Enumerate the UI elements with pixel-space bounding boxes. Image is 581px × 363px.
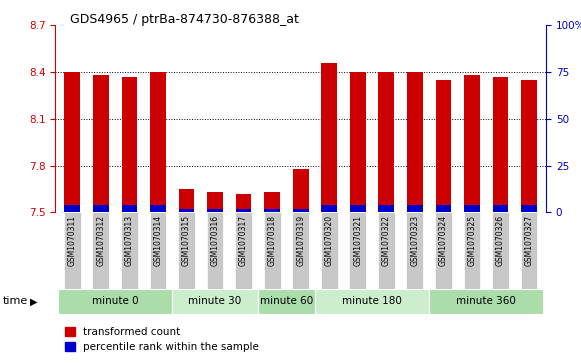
Text: time: time: [3, 296, 28, 306]
FancyBboxPatch shape: [435, 212, 452, 289]
Bar: [493, 205, 508, 212]
FancyBboxPatch shape: [264, 212, 281, 289]
FancyBboxPatch shape: [492, 212, 509, 289]
Text: GDS4965 / ptrBa-874730-876388_at: GDS4965 / ptrBa-874730-876388_at: [70, 13, 299, 26]
Bar: [436, 80, 451, 212]
FancyBboxPatch shape: [464, 212, 480, 289]
Bar: [207, 209, 223, 212]
Bar: [121, 77, 137, 212]
FancyBboxPatch shape: [407, 212, 424, 289]
FancyBboxPatch shape: [349, 212, 366, 289]
Legend: transformed count, percentile rank within the sample: transformed count, percentile rank withi…: [60, 323, 263, 356]
Bar: [521, 80, 537, 212]
FancyBboxPatch shape: [235, 212, 252, 289]
Bar: [150, 205, 166, 212]
Bar: [64, 72, 80, 212]
Bar: [521, 205, 537, 212]
Text: GSM1070318: GSM1070318: [268, 215, 277, 266]
Text: GSM1070324: GSM1070324: [439, 215, 448, 266]
Bar: [93, 75, 109, 212]
Bar: [264, 209, 280, 212]
Text: minute 30: minute 30: [188, 296, 242, 306]
Bar: [321, 63, 337, 212]
Text: GSM1070327: GSM1070327: [525, 215, 533, 266]
Bar: [207, 192, 223, 212]
Bar: [178, 189, 194, 212]
Bar: [407, 205, 423, 212]
Bar: [350, 205, 365, 212]
Text: minute 60: minute 60: [260, 296, 313, 306]
Text: GSM1070319: GSM1070319: [296, 215, 305, 266]
Text: ▶: ▶: [30, 296, 38, 306]
Bar: [429, 289, 543, 314]
Bar: [178, 209, 194, 212]
Text: GSM1070316: GSM1070316: [210, 215, 220, 266]
Bar: [436, 205, 451, 212]
Bar: [236, 209, 252, 212]
Bar: [350, 72, 365, 212]
FancyBboxPatch shape: [321, 212, 338, 289]
Bar: [150, 72, 166, 212]
Text: minute 360: minute 360: [456, 296, 516, 306]
Text: GSM1070326: GSM1070326: [496, 215, 505, 266]
Bar: [315, 289, 429, 314]
Text: GSM1070311: GSM1070311: [68, 215, 77, 266]
Bar: [64, 205, 80, 212]
FancyBboxPatch shape: [292, 212, 309, 289]
Bar: [493, 77, 508, 212]
Bar: [264, 192, 280, 212]
Text: GSM1070322: GSM1070322: [382, 215, 391, 266]
Bar: [464, 75, 480, 212]
Bar: [407, 72, 423, 212]
Text: GSM1070323: GSM1070323: [410, 215, 419, 266]
Bar: [378, 72, 394, 212]
Bar: [236, 193, 252, 212]
Text: minute 180: minute 180: [342, 296, 402, 306]
Bar: [258, 289, 315, 314]
Bar: [293, 169, 309, 212]
Text: GSM1070325: GSM1070325: [468, 215, 476, 266]
Text: GSM1070320: GSM1070320: [325, 215, 333, 266]
FancyBboxPatch shape: [121, 212, 138, 289]
Text: GSM1070312: GSM1070312: [96, 215, 105, 266]
Text: GSM1070314: GSM1070314: [153, 215, 163, 266]
FancyBboxPatch shape: [149, 212, 166, 289]
Bar: [321, 205, 337, 212]
Bar: [172, 289, 258, 314]
Text: GSM1070313: GSM1070313: [125, 215, 134, 266]
Bar: [378, 205, 394, 212]
FancyBboxPatch shape: [207, 212, 224, 289]
FancyBboxPatch shape: [64, 212, 81, 289]
FancyBboxPatch shape: [521, 212, 537, 289]
Text: minute 0: minute 0: [92, 296, 138, 306]
FancyBboxPatch shape: [178, 212, 195, 289]
Bar: [58, 289, 172, 314]
FancyBboxPatch shape: [92, 212, 109, 289]
Text: GSM1070317: GSM1070317: [239, 215, 248, 266]
Text: GSM1070321: GSM1070321: [353, 215, 363, 266]
Bar: [93, 205, 109, 212]
Text: GSM1070315: GSM1070315: [182, 215, 191, 266]
Bar: [121, 205, 137, 212]
Bar: [464, 205, 480, 212]
FancyBboxPatch shape: [378, 212, 394, 289]
Bar: [293, 209, 309, 212]
